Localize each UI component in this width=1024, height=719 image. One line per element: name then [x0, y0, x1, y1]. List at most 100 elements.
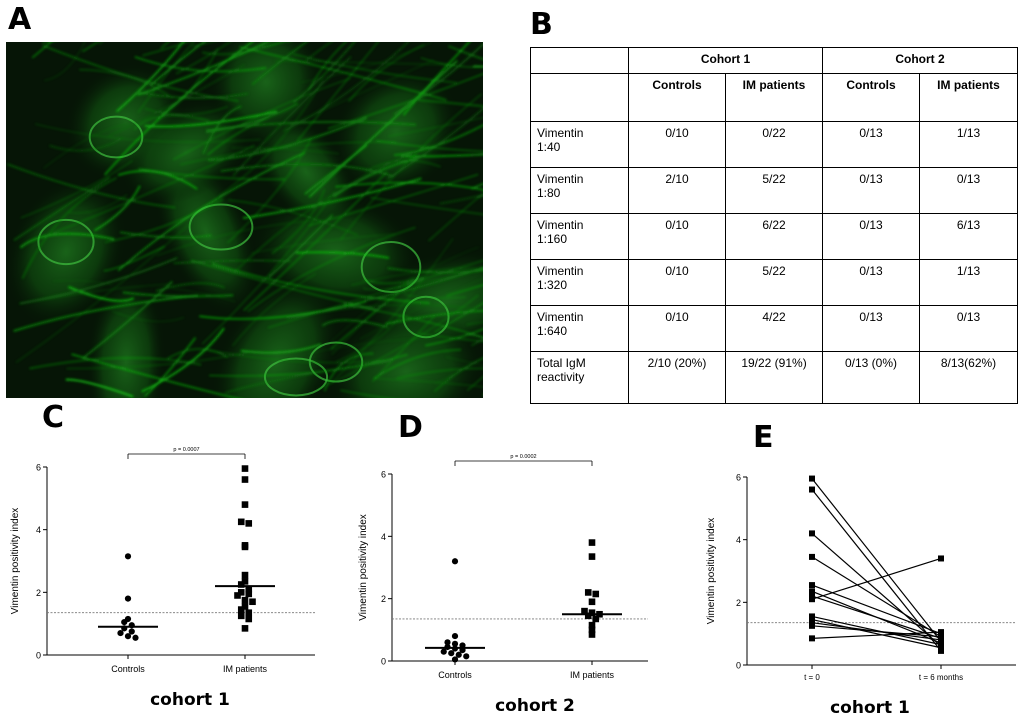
table-cell: 0/13 — [919, 305, 1018, 352]
cytoskeleton-fiber — [439, 194, 483, 205]
y-tick-label: 4 — [381, 532, 386, 542]
table-cell: 5/22 — [725, 167, 823, 214]
y-axis-label: Vimentin positivity index — [358, 514, 369, 621]
cytoskeleton-fiber — [243, 171, 388, 311]
table-cell: 0/13 — [919, 167, 1018, 214]
table-row: Vimentin 1:40 0/10 0/22 0/13 1/13 — [530, 121, 1018, 168]
cytoskeleton-fiber — [359, 277, 483, 340]
data-point — [588, 598, 596, 606]
subheader-im-patients: IM patients — [725, 73, 823, 122]
data-point — [938, 636, 944, 643]
cytoskeleton-fiber — [321, 319, 389, 329]
pair-line — [811, 625, 942, 638]
data-point — [451, 656, 459, 663]
cytoskeleton-fiber — [308, 42, 347, 91]
chart-cohort2-scatter: 0 2 4 6 Vimentin positivity index Controls IM … — [358, 454, 648, 680]
cytoskeleton-fiber — [271, 189, 326, 255]
cytoskeleton-fiber — [331, 246, 479, 342]
cytoskeleton-fiber — [433, 357, 483, 393]
row-label-line: 1:80 — [537, 186, 561, 200]
cytoskeleton-fiber — [268, 214, 334, 278]
data-point — [245, 609, 253, 616]
cytoskeleton-fiber — [304, 144, 368, 195]
data-point — [938, 629, 944, 636]
cytoskeleton-fiber — [365, 159, 441, 172]
y-tick-label: 0 — [381, 657, 386, 667]
data-point — [588, 626, 596, 634]
cytoskeleton-fiber — [53, 280, 114, 286]
cytoskeleton-fiber — [364, 267, 483, 302]
data-point — [809, 635, 815, 642]
table-cell: 0/10 — [628, 259, 726, 306]
row-label-line: Vimentin — [537, 264, 584, 278]
x-tick-label: IM patients — [223, 664, 268, 674]
data-point — [241, 578, 249, 585]
data-point — [451, 632, 459, 640]
cytoskeleton-fiber — [175, 42, 231, 75]
cytoskeleton-fiber — [122, 291, 234, 298]
row-label-line: Vimentin — [537, 310, 584, 324]
cytoskeleton-fiber — [385, 309, 483, 325]
pair-line — [811, 556, 942, 638]
data-point — [809, 616, 815, 623]
cytoskeleton-fiber — [49, 137, 124, 152]
cytoskeleton-fiber — [267, 260, 483, 329]
pair-line — [811, 478, 942, 642]
data-point — [451, 558, 459, 565]
table-cell: 19/22 (91%) — [725, 351, 823, 404]
cytoskeleton-fiber — [155, 282, 225, 292]
cytoskeleton-fiber — [112, 311, 185, 322]
cytoskeleton-fiber — [305, 42, 333, 62]
cytoskeleton-fiber — [19, 232, 115, 249]
data-point — [451, 640, 459, 647]
cytoskeleton-fiber — [117, 152, 306, 272]
data-point — [584, 612, 592, 620]
data-point — [241, 603, 249, 610]
chart-e-title: cohort 1 — [830, 698, 910, 718]
data-point — [809, 475, 815, 482]
data-point — [809, 486, 815, 493]
row-label: Vimentin 1:80 — [530, 167, 629, 214]
table-corner-cell — [530, 47, 629, 74]
cytoskeleton-fiber — [425, 328, 483, 346]
table-cell: 8/13(62%) — [919, 351, 1018, 404]
nucleus-outline — [88, 115, 144, 159]
cytoskeleton-fiber — [15, 221, 192, 363]
data-point — [809, 622, 815, 629]
chart-c-title: cohort 1 — [150, 690, 230, 710]
cytoskeleton-fiber — [173, 260, 291, 264]
cytoskeleton-fiber — [138, 167, 286, 180]
cytoskeleton-fiber — [82, 42, 99, 53]
row-label-line: Vimentin — [537, 172, 584, 186]
x-tick-label: Controls — [111, 664, 145, 674]
y-tick-label: 6 — [736, 473, 741, 483]
table-cell: 0/13 — [822, 121, 920, 168]
cytoskeleton-fiber — [282, 42, 410, 133]
data-point — [245, 590, 253, 598]
data-point — [245, 520, 253, 527]
table-cell: 0/10 — [628, 213, 726, 260]
cytoskeleton-fiber — [471, 183, 483, 190]
cytoskeleton-fiber — [292, 42, 356, 104]
cytoskeleton-fiber — [434, 302, 483, 333]
data-point — [237, 612, 245, 620]
table-row: Vimentin 1:640 0/10 4/22 0/13 0/13 — [530, 305, 1018, 352]
row-label: Total IgM reactivity — [530, 351, 629, 404]
cytoskeleton-fiber — [116, 42, 185, 113]
row-label-line: reactivity — [537, 370, 585, 384]
cytoskeleton-fiber — [231, 147, 340, 155]
cytoskeleton-fiber — [65, 378, 134, 398]
p-value-label: p = 0.0002 — [510, 454, 536, 460]
data-point — [241, 476, 249, 483]
cytoskeleton-fiber — [362, 276, 424, 285]
cytoskeleton-fiber — [308, 174, 479, 227]
data-point — [241, 501, 249, 508]
data-point — [132, 634, 139, 641]
y-axis-label: Vimentin positivity index — [10, 508, 21, 615]
table-cell: 0/13 — [822, 259, 920, 306]
data-point — [234, 592, 241, 599]
cytoskeleton-fiber — [37, 283, 170, 301]
cytoskeleton-fiber — [251, 234, 396, 254]
data-point — [809, 619, 815, 626]
data-point — [809, 613, 815, 620]
